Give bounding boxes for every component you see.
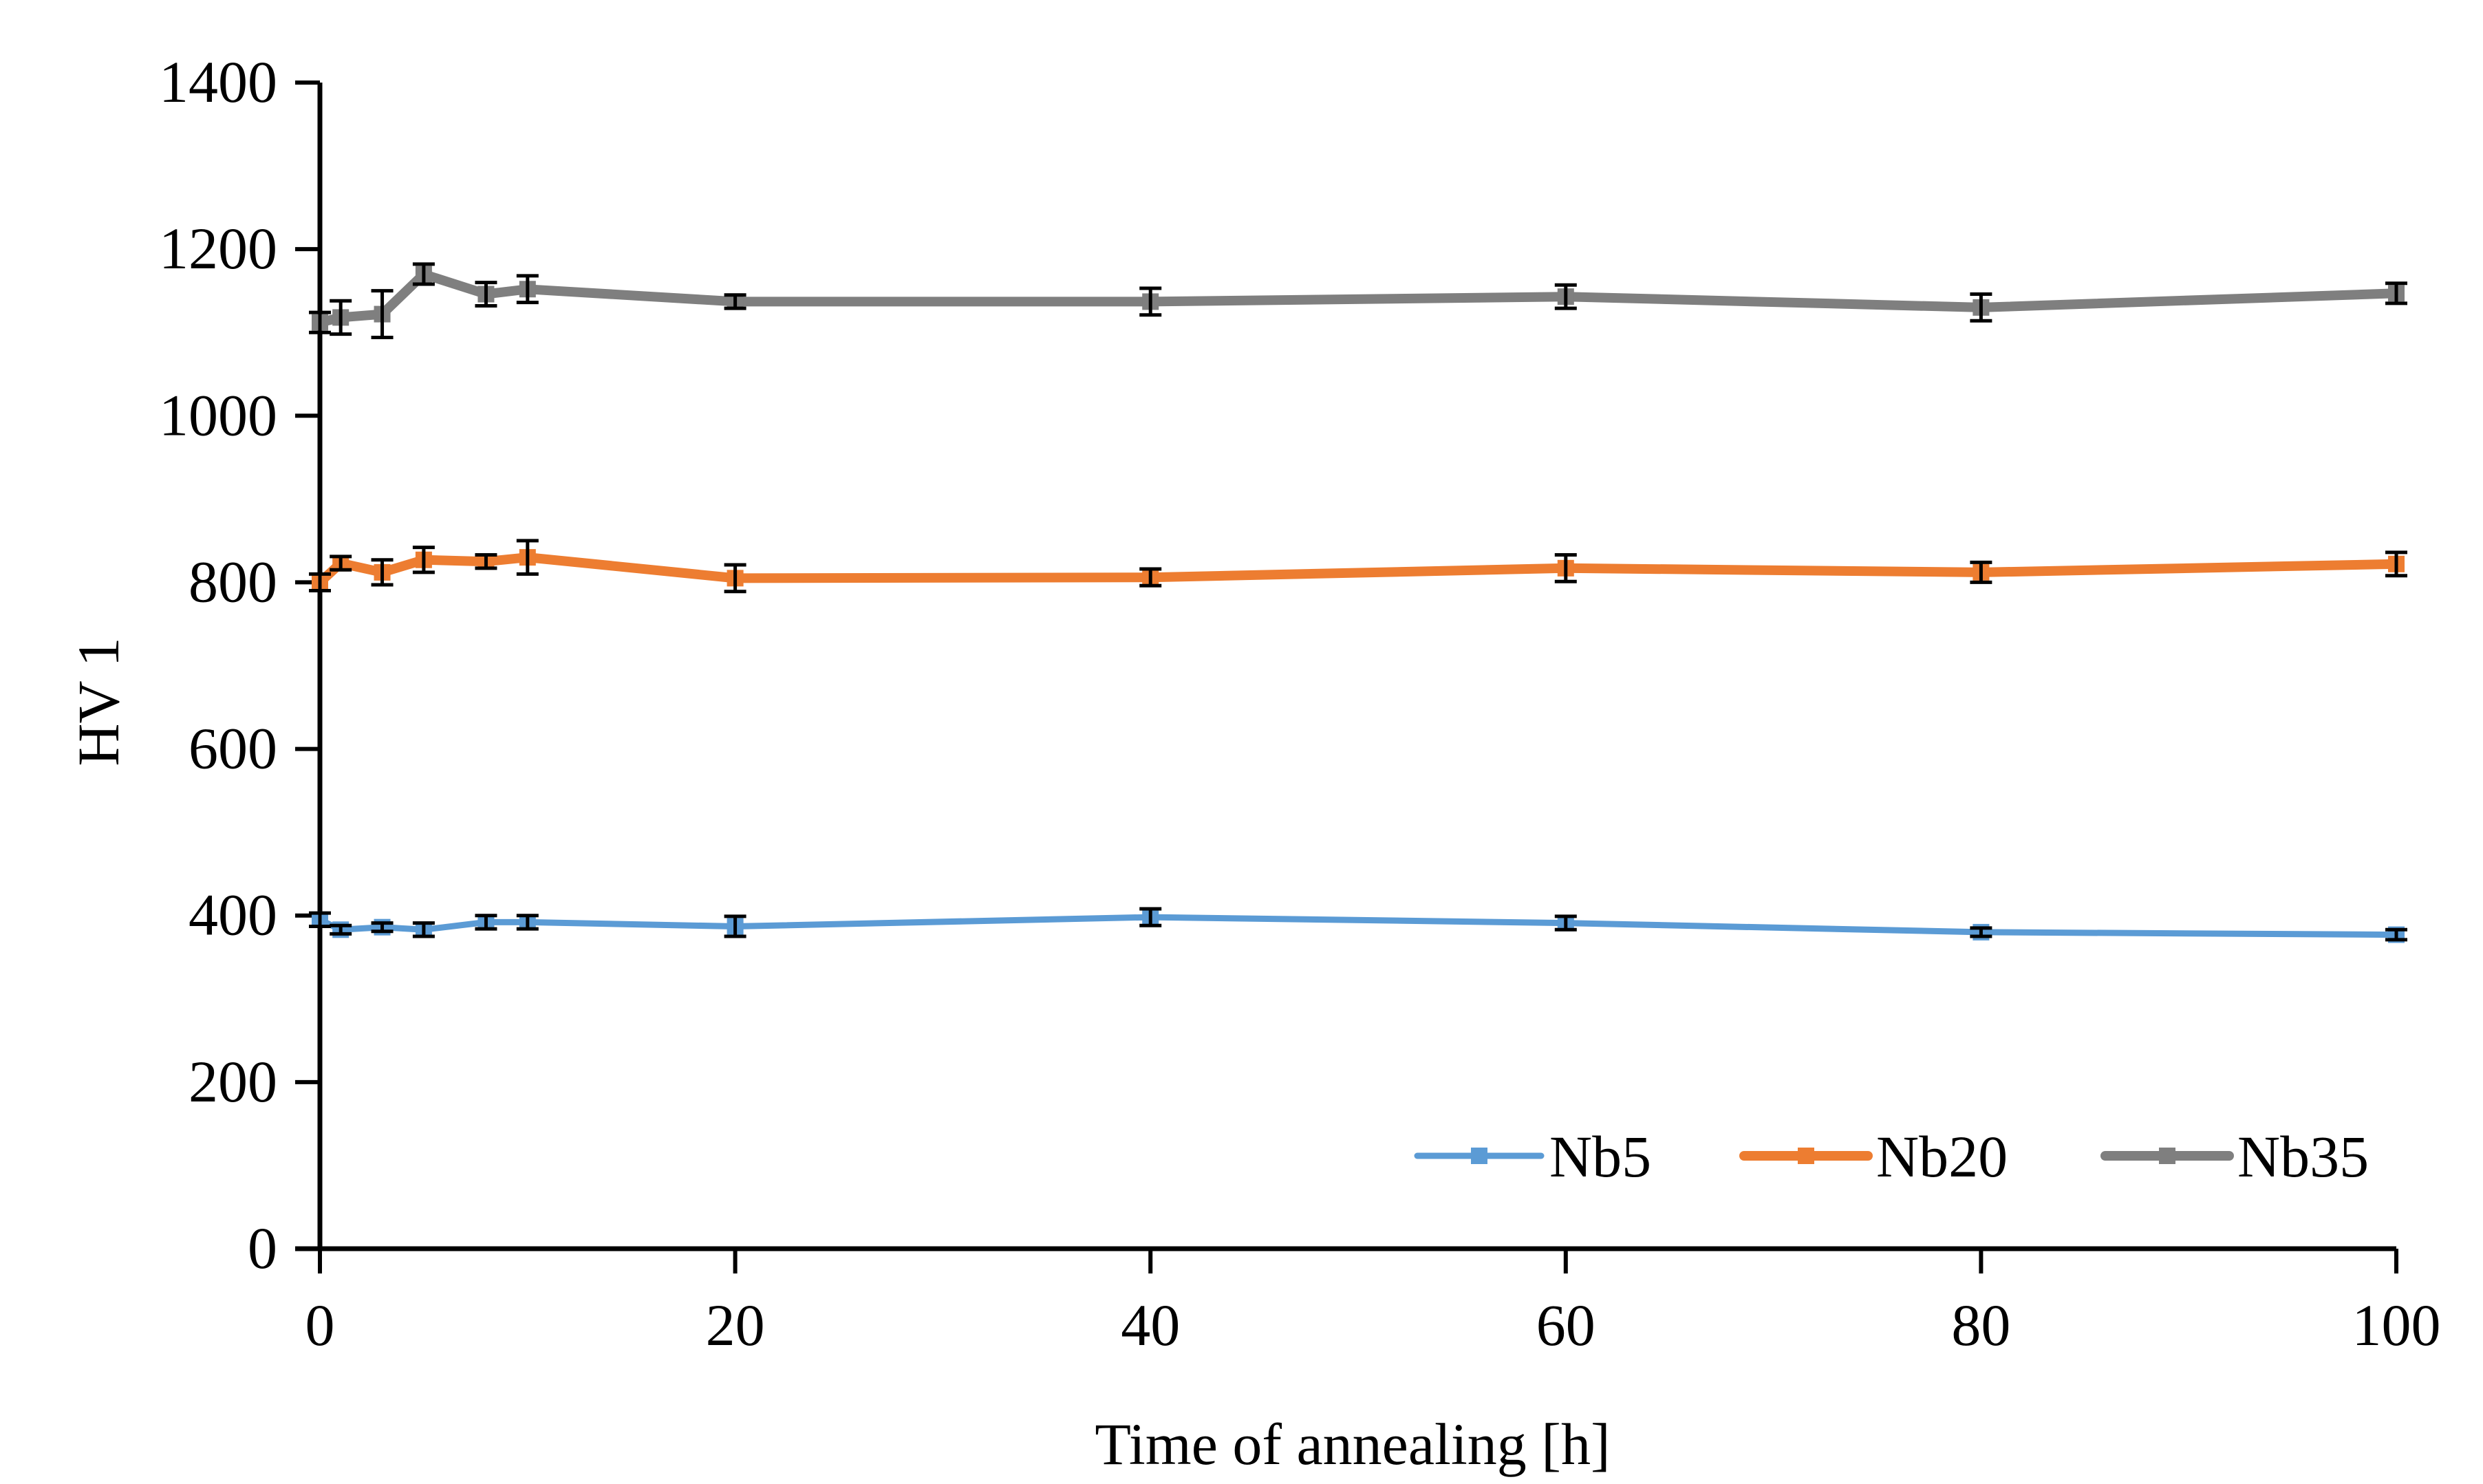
error-bar-nb5 <box>1554 914 1577 932</box>
legend-label-nb35: Nb35 <box>2237 1123 2369 1190</box>
error-bar-nb5 <box>724 914 746 938</box>
series-lines <box>312 266 2405 943</box>
y-tick-label: 0 <box>248 1215 277 1281</box>
error-bar-nb35 <box>330 299 352 336</box>
error-bar-nb20 <box>1970 560 1992 584</box>
legend: Nb5 Nb20 Nb35 <box>1414 1123 2369 1190</box>
error-bar-nb20 <box>412 546 435 574</box>
error-bars <box>309 262 2407 942</box>
y-tick-label: 600 <box>189 716 277 782</box>
y-tick-label: 1200 <box>159 215 277 281</box>
error-bar-nb5 <box>1970 926 1992 938</box>
error-bar-nb35 <box>309 310 331 334</box>
y-tick-label: 200 <box>189 1049 277 1115</box>
legend-label-nb5: Nb5 <box>1549 1123 1651 1190</box>
x-tick-label: 40 <box>1121 1292 1180 1358</box>
legend-marker-nb5 <box>1471 1148 1487 1164</box>
error-bar-nb5 <box>2385 927 2407 942</box>
error-bar-nb20 <box>371 558 394 587</box>
error-bar-nb5 <box>1139 907 1162 927</box>
error-bar-nb20 <box>2385 550 2407 578</box>
legend-marker-nb20 <box>1798 1148 1814 1164</box>
series-line-nb20 <box>315 552 2401 588</box>
x-tick-label: 60 <box>1536 1292 1595 1358</box>
error-bar-nb20 <box>724 563 746 594</box>
error-bar-nb20 <box>309 572 331 593</box>
error-bar-nb5 <box>516 914 539 931</box>
y-tick-label: 800 <box>189 548 277 614</box>
error-bar-nb35 <box>475 281 497 308</box>
y-tick-label: 1400 <box>159 49 277 115</box>
error-bar-nb35 <box>2385 281 2407 305</box>
error-bar-nb5 <box>309 911 331 928</box>
tick-labels: 0 200 400 600 800 1000 1200 1400 0 20 40 60 80 100 <box>159 49 2441 1358</box>
error-bar-nb35 <box>371 289 394 339</box>
error-bar-nb35 <box>724 293 746 310</box>
x-tick-label: 0 <box>305 1292 335 1358</box>
axes <box>295 80 2398 1273</box>
error-bar-nb5 <box>412 921 435 938</box>
error-bar-nb20 <box>1554 552 1577 583</box>
error-bar-nb20 <box>1139 567 1162 588</box>
error-bar-nb35 <box>412 262 435 286</box>
y-tick-label: 400 <box>189 882 277 948</box>
error-bar-nb35 <box>516 274 539 305</box>
error-bar-nb20 <box>516 539 539 576</box>
legend-marker-nb35 <box>2159 1148 2175 1164</box>
x-tick-label: 80 <box>1951 1292 2010 1358</box>
x-tick-label: 20 <box>706 1292 765 1358</box>
error-bar-nb5 <box>475 914 497 931</box>
x-axis-title: Time of annealing [h] <box>1095 1411 1610 1477</box>
series-line-nb35 <box>315 269 2401 327</box>
y-tick-label: 1000 <box>159 382 277 448</box>
error-bar-nb35 <box>1139 286 1162 317</box>
error-bar-nb35 <box>1970 292 1992 323</box>
error-bar-nb20 <box>475 552 497 570</box>
x-tick-label: 100 <box>2352 1292 2441 1358</box>
y-axis-title: HV 1 <box>65 637 131 766</box>
legend-label-nb20: Nb20 <box>1876 1123 2008 1190</box>
series-line-nb5 <box>316 914 2400 938</box>
error-bar-nb5 <box>371 921 394 934</box>
error-bar-nb20 <box>330 555 352 572</box>
error-bar-nb5 <box>330 923 352 936</box>
error-bar-nb35 <box>1554 283 1577 310</box>
